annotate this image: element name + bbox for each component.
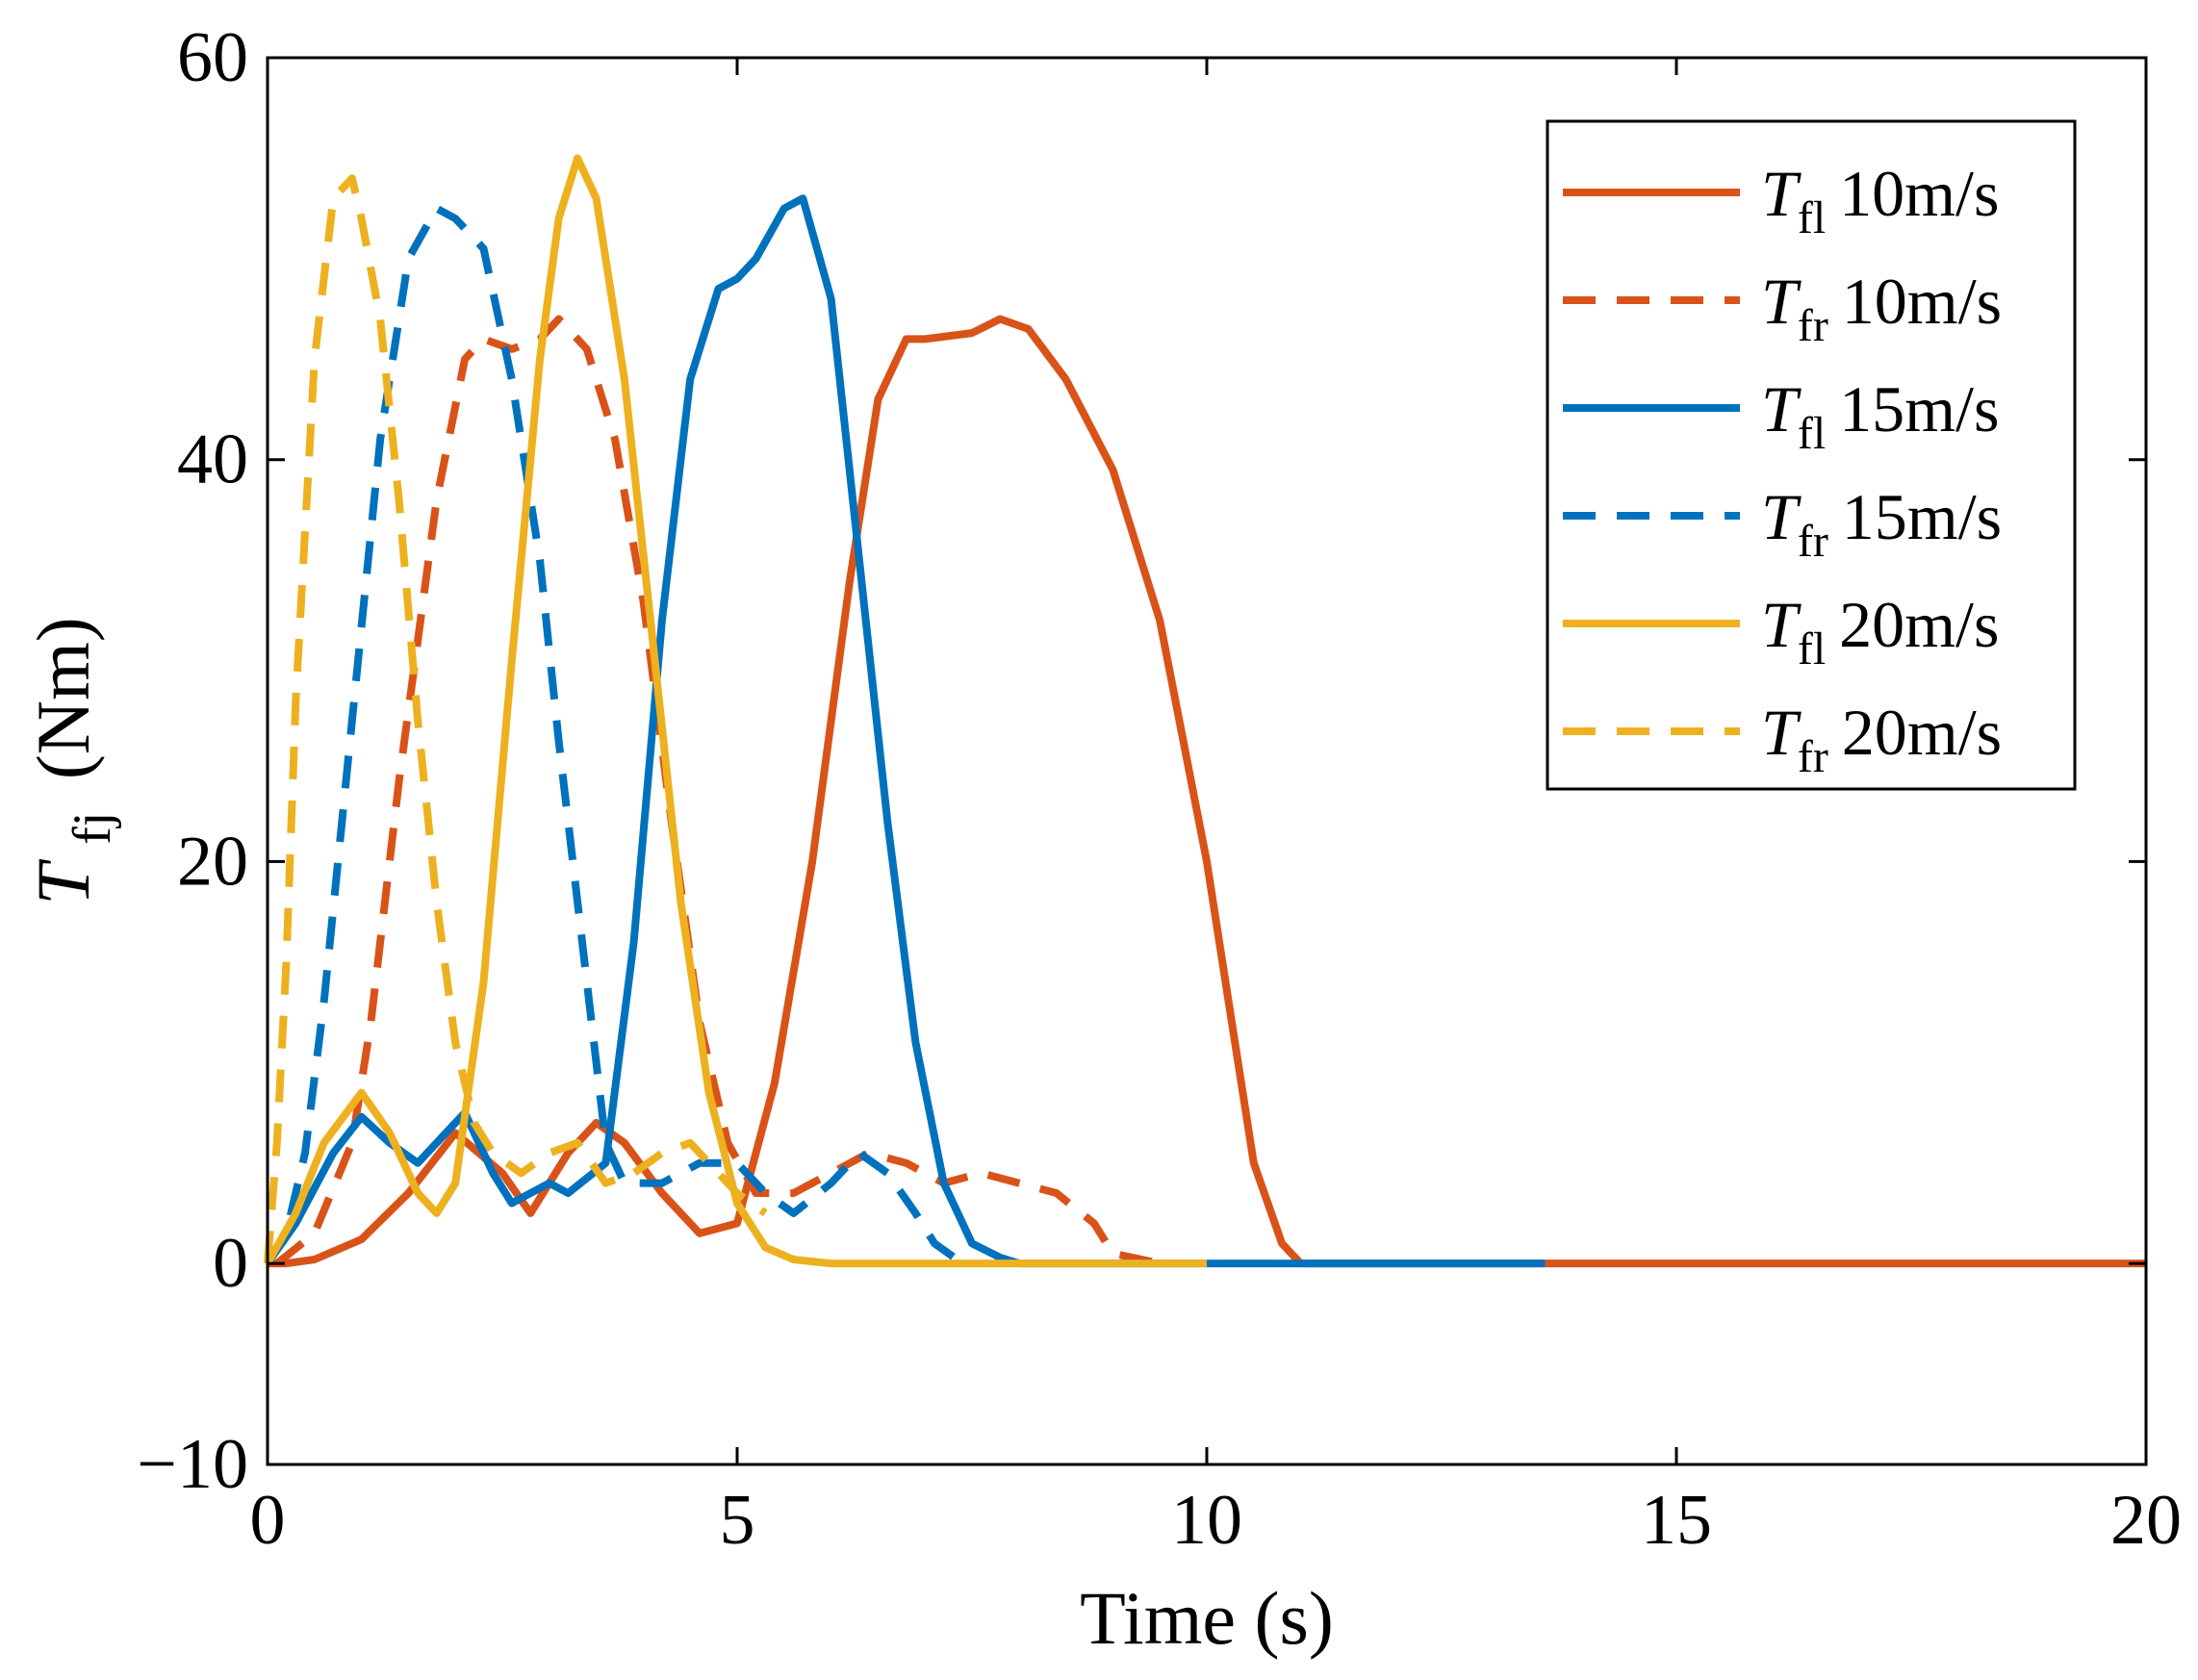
series-line-2 (264, 194, 1546, 1268)
x-tick-label: 5 (720, 1481, 755, 1560)
legend-speed: 15m/s (1842, 480, 2002, 553)
legend-entry-2: Tfl 15m/s (1761, 372, 1999, 459)
legend-symbol: T (1761, 372, 1802, 445)
y-axis-symbol: T (21, 859, 105, 905)
x-tick-label: 15 (1641, 1481, 1712, 1560)
series-layer (264, 154, 2146, 1268)
legend-subscript: fr (1798, 516, 1828, 567)
legend-entry-4: Tfl 20m/s (1761, 588, 1999, 675)
series-line-4 (264, 154, 1207, 1268)
legend-symbol: T (1761, 480, 1802, 553)
legend-entry-5: Tfr 20m/s (1761, 696, 2002, 782)
legend-entry-1: Tfr 10m/s (1761, 265, 2002, 351)
legend-entry-3: Tfr 15m/s (1761, 480, 2002, 567)
y-tick-label: 0 (213, 1224, 248, 1303)
legend-speed: 10m/s (1842, 265, 2002, 338)
x-tick-label: 0 (250, 1481, 286, 1560)
legend-entry-0: Tfl 10m/s (1761, 157, 1999, 243)
legend-symbol: T (1761, 265, 1802, 338)
y-tick-label: 40 (177, 420, 248, 499)
x-tick-label: 10 (1171, 1481, 1242, 1560)
y-axis-unit: (Nm) (21, 617, 105, 779)
y-axis-subscript: fj (63, 812, 122, 845)
legend-subscript: fl (1798, 408, 1826, 459)
legend-symbol: T (1761, 696, 1802, 769)
legend-speed: 20m/s (1842, 696, 2002, 769)
legend-speed: 15m/s (1839, 372, 1999, 445)
y-tick-label: 20 (177, 822, 248, 901)
x-tick-label: 20 (2110, 1481, 2182, 1560)
legend-subscript: fl (1798, 192, 1826, 243)
legend-subscript: fr (1798, 731, 1828, 782)
legend-speed: 20m/s (1839, 588, 1999, 661)
legend-subscript: fl (1798, 624, 1826, 675)
y-axis-label: T fj (Nm) (21, 617, 126, 905)
y-tick-label: −10 (137, 1425, 248, 1504)
series-line-5 (264, 174, 768, 1264)
x-axis-label: Time (s) (1080, 1576, 1334, 1660)
legend-speed: 10m/s (1839, 157, 1999, 230)
series-line-3 (264, 204, 965, 1267)
legend-box (1546, 119, 2077, 791)
legend-symbol: T (1761, 588, 1802, 661)
legend-symbol: T (1761, 157, 1802, 230)
series-line-0 (268, 315, 2146, 1268)
y-tick-label: 60 (177, 18, 248, 97)
legend-subscript: fr (1798, 300, 1828, 351)
